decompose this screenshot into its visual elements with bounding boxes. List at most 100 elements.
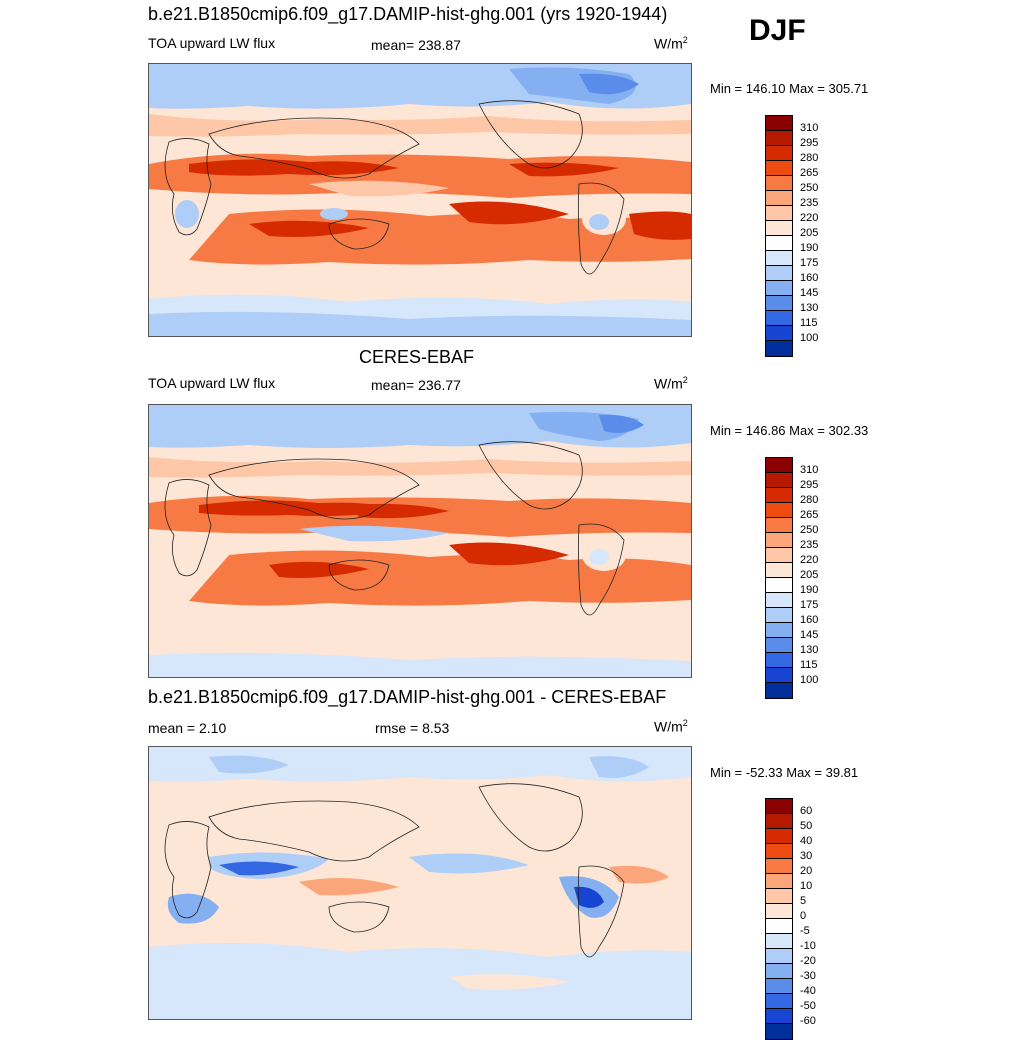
- colorbar-tick: 50: [800, 820, 813, 832]
- colorbar-swatch: [766, 919, 792, 934]
- colorbar-tick: -60: [800, 1015, 816, 1027]
- colorbar-swatch: [766, 563, 792, 578]
- colorbar-swatch: [766, 116, 792, 131]
- colorbar-swatch: [766, 1009, 792, 1024]
- colorbar-tick: -30: [800, 970, 816, 982]
- colorbar-tick: 205: [800, 227, 819, 239]
- colorbar-tick: 295: [800, 137, 819, 149]
- panel1-map: [148, 63, 692, 337]
- colorbar-swatch: [766, 533, 792, 548]
- colorbar-swatch: [766, 934, 792, 949]
- colorbar-tick: 220: [800, 554, 819, 566]
- colorbar-swatch: [766, 799, 792, 814]
- colorbar-tick: 160: [800, 614, 819, 626]
- panel2-variable-label: TOA upward LW flux: [148, 375, 276, 391]
- colorbar-tick: 265: [800, 509, 819, 521]
- colorbar-tick: -5: [800, 925, 810, 937]
- colorbar-tick: 175: [800, 599, 819, 611]
- colorbar-swatch: [766, 473, 792, 488]
- colorbar-swatch: [766, 341, 792, 356]
- colorbar-tick: 145: [800, 629, 819, 641]
- panel2-title: CERES-EBAF: [359, 347, 475, 367]
- colorbar-tick: 100: [800, 332, 819, 344]
- panel2-units: W/m2: [654, 375, 688, 392]
- panel3-colorbar: [765, 798, 793, 1040]
- panel2-colorbar: [765, 457, 793, 699]
- colorbar-tick: 60: [800, 805, 813, 817]
- colorbar-tick: 190: [800, 242, 819, 254]
- panel3-rmse-label: rmse = 8.53: [375, 720, 450, 736]
- colorbar-tick: 10: [800, 880, 813, 892]
- colorbar-tick: 5: [800, 895, 807, 907]
- colorbar-tick: 220: [800, 212, 819, 224]
- colorbar-swatch: [766, 668, 792, 683]
- colorbar-tick: -20: [800, 955, 816, 967]
- panel2-map: [148, 404, 692, 678]
- colorbar-swatch: [766, 859, 792, 874]
- colorbar-swatch: [766, 638, 792, 653]
- panel1-mean-label: mean= 238.87: [371, 37, 461, 53]
- season-label: DJF: [749, 14, 806, 47]
- colorbar-tick: 145: [800, 287, 819, 299]
- colorbar-swatch: [766, 281, 792, 296]
- colorbar-swatch: [766, 176, 792, 191]
- colorbar-swatch: [766, 964, 792, 979]
- colorbar-swatch: [766, 311, 792, 326]
- colorbar-tick: 100: [800, 674, 819, 686]
- panel3-title: b.e21.B1850cmip6.f09_g17.DAMIP-hist-ghg.…: [148, 687, 667, 707]
- colorbar-swatch: [766, 488, 792, 503]
- colorbar-swatch: [766, 296, 792, 311]
- colorbar-swatch: [766, 623, 792, 638]
- colorbar-swatch: [766, 251, 792, 266]
- panel3-units: W/m2: [654, 718, 688, 735]
- colorbar-swatch: [766, 578, 792, 593]
- colorbar-swatch: [766, 844, 792, 859]
- colorbar-tick: 115: [800, 659, 818, 671]
- colorbar-tick: 130: [800, 302, 819, 314]
- colorbar-tick: 250: [800, 182, 819, 194]
- colorbar-swatch: [766, 191, 792, 206]
- colorbar-swatch: [766, 814, 792, 829]
- colorbar-swatch: [766, 131, 792, 146]
- colorbar-swatch: [766, 266, 792, 281]
- colorbar-tick: 280: [800, 152, 819, 164]
- panel3-mean-label: mean = 2.10: [148, 720, 227, 736]
- colorbar-tick: 0: [800, 910, 807, 922]
- colorbar-tick: 250: [800, 524, 819, 536]
- panel3-map: [148, 746, 692, 1020]
- colorbar-tick: 115: [800, 317, 818, 329]
- colorbar-swatch: [766, 829, 792, 844]
- colorbar-swatch: [766, 653, 792, 668]
- colorbar-tick: 205: [800, 569, 819, 581]
- colorbar-swatch: [766, 221, 792, 236]
- panel3-minmax: Min = -52.33 Max = 39.81: [710, 765, 859, 780]
- colorbar-swatch: [766, 503, 792, 518]
- colorbar-tick: 235: [800, 539, 819, 551]
- colorbar-swatch: [766, 683, 792, 698]
- colorbar-swatch: [766, 326, 792, 341]
- colorbar-swatch: [766, 874, 792, 889]
- colorbar-tick: 130: [800, 644, 819, 656]
- panel1-variable-label: TOA upward LW flux: [148, 35, 276, 51]
- panel1-units: W/m2: [654, 35, 688, 52]
- colorbar-swatch: [766, 146, 792, 161]
- colorbar-tick: -40: [800, 985, 816, 997]
- colorbar-tick: -50: [800, 1000, 816, 1012]
- colorbar-swatch: [766, 458, 792, 473]
- colorbar-swatch: [766, 904, 792, 919]
- colorbar-tick: 190: [800, 584, 819, 596]
- colorbar-tick: 160: [800, 272, 819, 284]
- colorbar-swatch: [766, 979, 792, 994]
- colorbar-swatch: [766, 608, 792, 623]
- colorbar-tick: 175: [800, 257, 819, 269]
- colorbar-swatch: [766, 236, 792, 251]
- colorbar-tick: 20: [800, 865, 813, 877]
- colorbar-tick: 280: [800, 494, 819, 506]
- colorbar-tick: 295: [800, 479, 819, 491]
- colorbar-tick: 30: [800, 850, 813, 862]
- panel1-minmax: Min = 146.10 Max = 305.71: [710, 81, 869, 96]
- colorbar-swatch: [766, 889, 792, 904]
- panel2-mean-label: mean= 236.77: [371, 377, 461, 393]
- panel2-minmax: Min = 146.86 Max = 302.33: [710, 423, 869, 438]
- colorbar-swatch: [766, 994, 792, 1009]
